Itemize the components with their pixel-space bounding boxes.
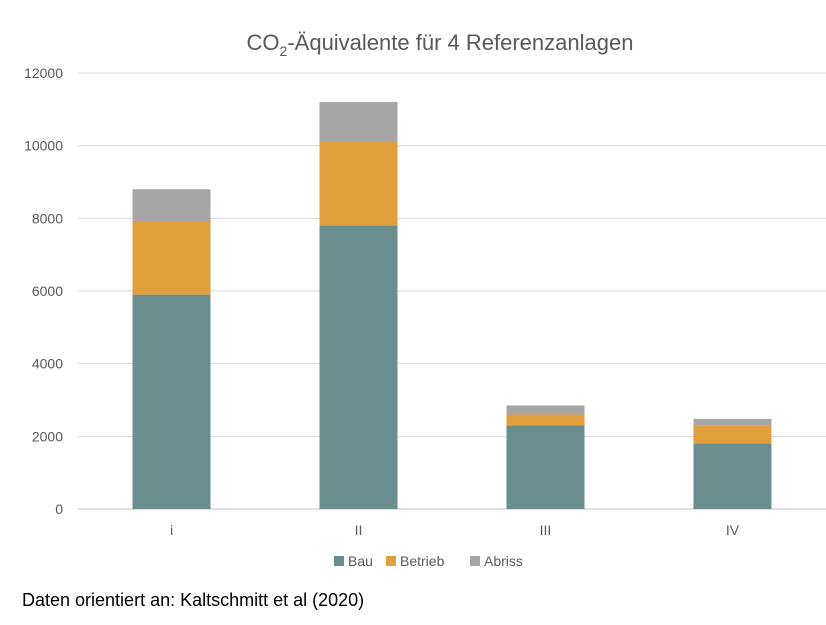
y-tick-label: 6000: [32, 283, 63, 299]
bar-segment-abriss-2: [319, 102, 398, 143]
bar-segment-betrieb-2: [319, 142, 398, 226]
y-tick-label: 12000: [24, 65, 63, 81]
legend-swatch: [334, 556, 344, 566]
x-axis: i II III IV: [170, 522, 740, 538]
bar-segment-abriss-4: [693, 418, 772, 426]
bar-segment-betrieb-4: [693, 425, 772, 444]
bar-segment-bau-3: [506, 425, 585, 509]
legend-item-betrieb: Betrieb: [386, 553, 445, 569]
y-tick-label: 10000: [24, 138, 63, 154]
legend-label: Abriss: [484, 553, 523, 569]
legend-swatch: [386, 556, 396, 566]
y-tick-label: 4000: [32, 356, 63, 372]
chart-title-prefix: CO: [247, 30, 280, 55]
y-tick-label: 8000: [32, 210, 63, 226]
legend-item-bau: Bau: [334, 553, 373, 569]
bar-segment-bau-1: [132, 294, 211, 509]
legend-label: Bau: [348, 553, 373, 569]
legend-label: Betrieb: [400, 553, 445, 569]
legend: Bau Betrieb Abriss: [334, 553, 523, 569]
y-axis: 0 2000 4000 6000 8000 10000 12000: [24, 65, 63, 517]
x-tick-label: i: [170, 522, 173, 538]
x-tick-label: IV: [726, 522, 740, 538]
bars: [132, 102, 772, 509]
bar-segment-betrieb-1: [132, 221, 211, 295]
x-tick-label: III: [540, 522, 552, 538]
legend-swatch: [470, 556, 480, 566]
chart-title: CO2-Äquivalente für 4 Referenzanlagen: [247, 30, 634, 59]
bar-segment-bau-4: [693, 443, 772, 509]
y-tick-label: 0: [55, 501, 63, 517]
y-tick-label: 2000: [32, 428, 63, 444]
legend-item-abriss: Abriss: [470, 553, 523, 569]
chart-title-suffix: -Äquivalente für 4 Referenzanlagen: [287, 30, 633, 55]
bar-segment-betrieb-3: [506, 414, 585, 426]
bar-segment-abriss-1: [132, 189, 211, 222]
x-tick-label: II: [355, 522, 363, 538]
source-note: Daten orientiert an: Kaltschmitt et al (…: [22, 590, 365, 610]
chart-title-subscript: 2: [280, 43, 288, 59]
bar-segment-bau-2: [319, 225, 398, 509]
bar-segment-abriss-3: [506, 405, 585, 415]
